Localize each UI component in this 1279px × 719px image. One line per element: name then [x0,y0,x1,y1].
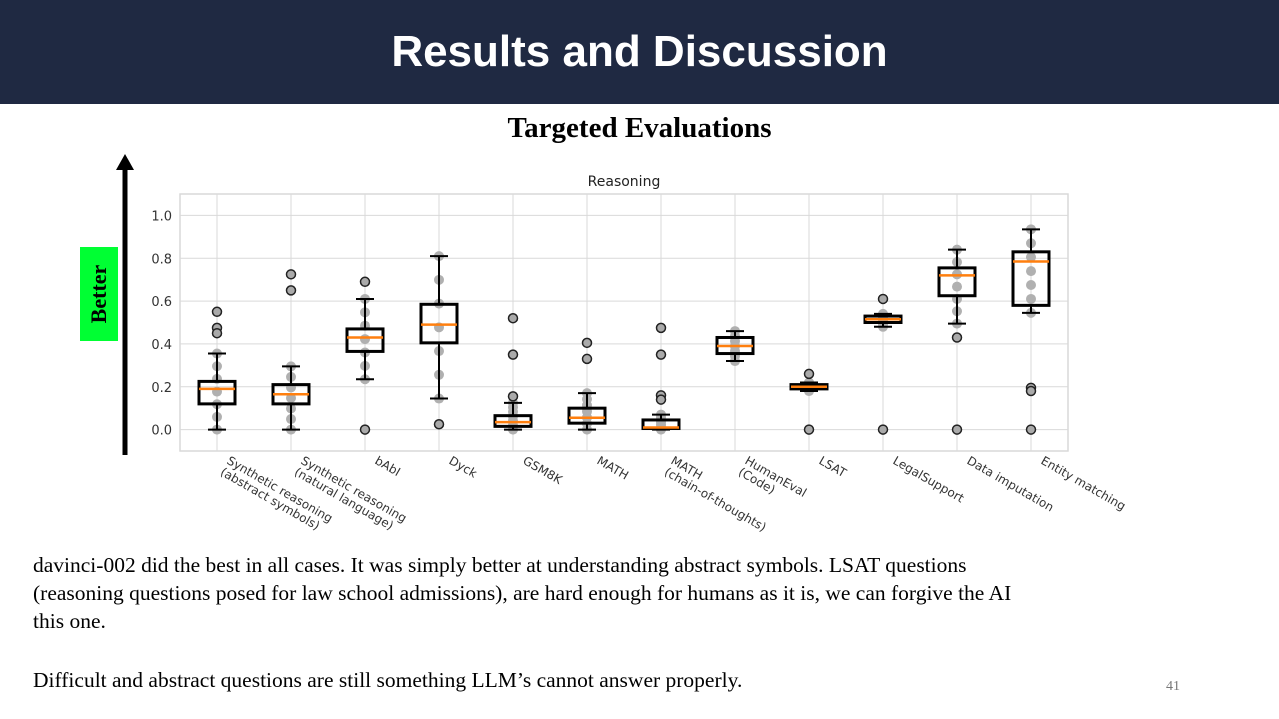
data-point [1026,293,1036,304]
plot-frame [179,193,1069,452]
x-tick-label-line: Dyck [447,453,480,480]
flier-point [655,322,667,334]
y-tick-label: 0.2 [151,381,172,396]
data-point [360,334,370,345]
flier-point [285,285,297,296]
x-tick-label-line: GSM8K [521,453,566,487]
y-tick-label: 0.0 [151,424,172,439]
flier-point [877,424,889,435]
data-point [1026,280,1036,291]
page-number: 41 [1166,679,1180,694]
slide-header: Results and Discussion [0,0,1279,104]
x-tick-label-line: MATH [595,453,631,482]
x-tick-label-line: bAbI [373,453,403,479]
flier-point [951,424,963,435]
x-tick-label: Dyck [447,453,480,480]
box [937,266,977,298]
body-line: this one. [33,609,106,633]
flier-point [507,312,519,324]
slide-title: Results and Discussion [391,27,888,76]
data-point [952,281,962,292]
y-tick-label: 0.6 [151,295,172,310]
chart-title: Reasoning [588,174,661,190]
box [197,379,237,406]
better-badge: Better [80,247,118,341]
x-tick-label-line: LSAT [817,453,850,480]
x-tick-label: bAbI [373,453,403,479]
flier-point [803,424,815,435]
y-tick-label: 1.0 [151,209,172,224]
x-tick-label: HumanEval(Code) [736,453,809,499]
body-line: (reasoning questions posed for law schoo… [33,581,1012,605]
body-line: davinci-002 did the best in all cases. I… [33,553,967,577]
box [567,406,607,425]
flier-point [359,424,371,435]
flier-point [211,306,223,318]
flier-point [433,418,445,430]
flier-point [655,394,667,405]
flier-point [877,293,889,305]
flier-point [507,349,519,360]
x-tick-label: GSM8K [521,453,566,487]
x-tick-label: LegalSupport [891,453,967,505]
data-point [1026,266,1036,277]
y-tick-label: 0.8 [151,252,172,267]
flier-point [1025,385,1037,397]
data-point [1026,252,1036,263]
better-arrow [116,154,134,455]
y-tick-label: 0.4 [151,338,172,353]
flier-point [581,337,593,349]
flier-point [507,391,519,402]
flier-point [1025,424,1037,435]
body-paragraph-2: Difficult and abstract questions are sti… [33,668,743,692]
section-subtitle: Targeted Evaluations [507,112,772,144]
x-tick-label-line: LegalSupport [891,453,967,505]
x-tick-label: MATH [595,453,631,482]
body-paragraph-1: davinci-002 did the best in all cases. I… [33,551,1011,635]
flier-point [581,353,593,365]
flier-point [211,327,223,339]
flier-point [655,349,667,360]
flier-point [951,332,963,343]
flier-point [803,368,815,380]
flier-point [285,269,297,280]
box [1011,250,1051,307]
flier-point [359,276,371,288]
x-tick-label: LSAT [817,453,850,480]
box [345,327,385,353]
